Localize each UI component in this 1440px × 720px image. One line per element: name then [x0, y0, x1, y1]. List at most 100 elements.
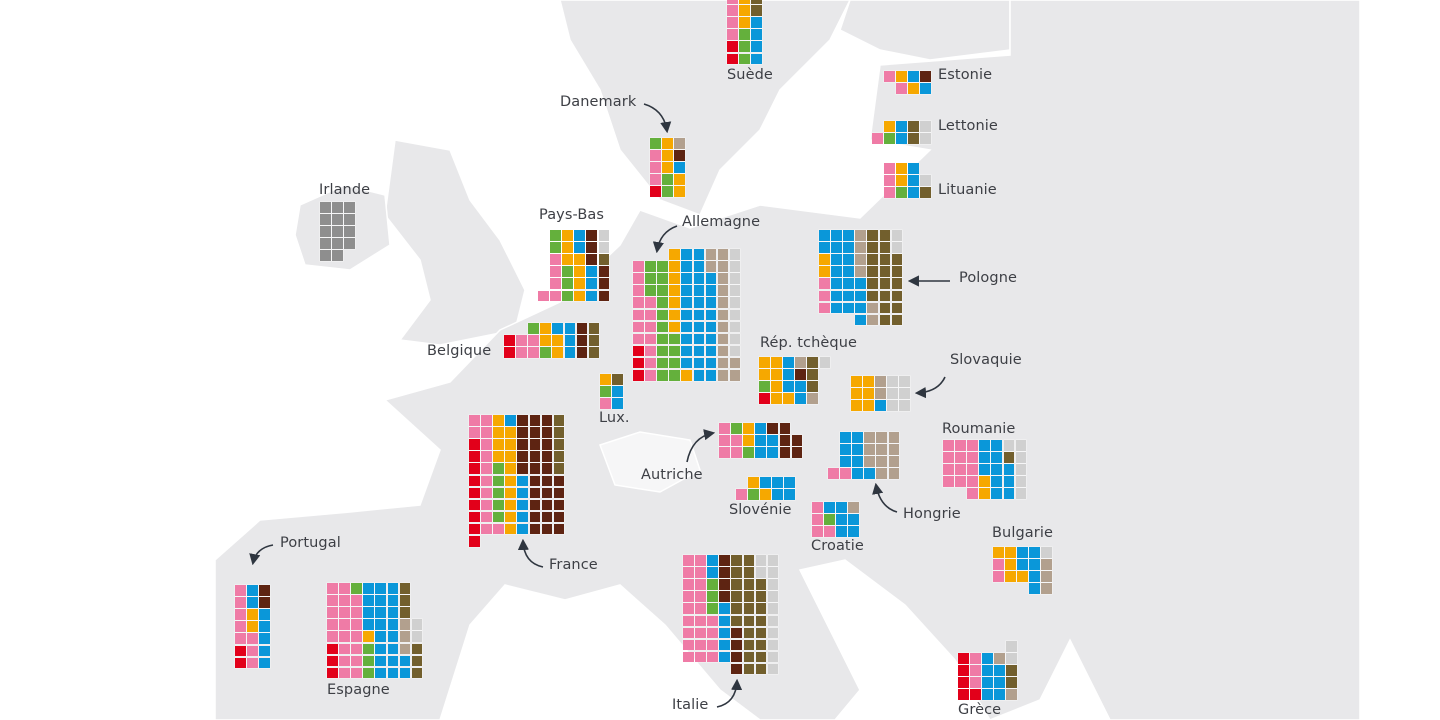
seat-cell — [517, 487, 528, 499]
seat-cell — [819, 266, 830, 277]
seat-cell — [1003, 452, 1014, 463]
seat-cell — [683, 651, 694, 663]
seat-cell — [683, 639, 694, 651]
seat-cell — [831, 254, 842, 265]
seat-cell — [751, 5, 762, 16]
seat-cell — [743, 447, 754, 458]
seat-cell — [681, 261, 692, 272]
seat-cell — [867, 254, 878, 265]
seat-cell — [831, 230, 842, 241]
seat-cell — [344, 226, 355, 237]
seat-cell — [891, 266, 903, 277]
seat-cell — [600, 398, 611, 409]
seat-cell — [339, 607, 350, 618]
seat-cell — [387, 655, 398, 667]
seat-cell — [259, 633, 270, 644]
seat-cell — [1041, 547, 1052, 558]
seat-cell — [784, 477, 795, 488]
seat-cell — [705, 273, 717, 284]
seat-cell — [719, 603, 730, 614]
seat-cell — [864, 456, 875, 467]
land-scandinavia — [559, 0, 851, 216]
seat-cell — [819, 254, 830, 265]
seat-cell — [505, 439, 516, 450]
seat-cell — [235, 621, 246, 632]
seat-cell — [387, 619, 398, 630]
country-label-bulgarie: Bulgarie — [992, 525, 1053, 541]
seat-cell — [586, 242, 597, 253]
seat-cell — [867, 230, 878, 241]
seat-cell — [469, 511, 480, 523]
seat-cell — [662, 138, 673, 149]
seat-cell — [481, 511, 492, 523]
seat-cell — [891, 302, 903, 314]
seat-cell — [970, 677, 981, 688]
seat-cell — [958, 665, 969, 676]
seat-cell — [994, 677, 1005, 688]
seat-cell — [576, 335, 588, 346]
seat-cell — [727, 53, 738, 64]
seat-cell — [650, 174, 661, 185]
seat-cell — [887, 400, 898, 411]
seat-cell — [864, 444, 875, 455]
seat-cell — [751, 29, 762, 40]
seat-cell — [541, 523, 553, 535]
seat-cell — [351, 619, 362, 630]
seat-cell — [633, 261, 644, 272]
seat-cell — [633, 333, 644, 345]
seat-cell — [363, 667, 374, 679]
seat-cell — [743, 615, 754, 626]
seat-cell — [517, 439, 528, 450]
seat-cell — [550, 242, 561, 253]
seat-cell — [887, 376, 898, 387]
seat-cell — [387, 607, 398, 618]
seat-cell — [541, 415, 553, 426]
seat-cell — [683, 567, 694, 578]
seat-cell — [993, 559, 1004, 570]
seat-cell — [772, 489, 783, 500]
seat-cell — [586, 266, 597, 277]
seat-cell — [562, 266, 573, 277]
seat-cell — [719, 579, 730, 590]
seat-cell — [469, 427, 480, 438]
seat-cell — [1015, 440, 1027, 451]
seat-cell — [967, 476, 978, 487]
seat-cell — [739, 17, 750, 28]
seat-cell — [899, 388, 910, 399]
seat-cell — [375, 655, 386, 667]
seat-cell — [729, 285, 741, 296]
seat-cell — [517, 511, 528, 523]
seat-cell — [505, 463, 516, 474]
seat-cell — [884, 133, 895, 144]
seat-cell — [387, 643, 398, 654]
seat-cell — [876, 432, 887, 443]
seat-cell — [731, 591, 742, 602]
seat-cell — [235, 657, 246, 669]
seat-cell — [819, 242, 830, 253]
seat-cell — [908, 175, 919, 186]
seat-cell — [891, 314, 903, 326]
country-label-espagne: Espagne — [327, 682, 390, 698]
seat-cell — [662, 186, 673, 197]
seat-cell — [876, 456, 887, 467]
arrow-danemark — [643, 103, 672, 134]
seat-cell — [693, 285, 704, 296]
seat-cell — [411, 655, 423, 667]
seat-cell — [743, 651, 754, 663]
seat-cell — [339, 643, 350, 654]
seat-cell — [645, 321, 656, 333]
seat-cell — [657, 357, 668, 369]
seat-cell — [612, 398, 623, 409]
seat-cell — [727, 5, 738, 16]
seat-cell — [247, 597, 258, 608]
seat-cell — [896, 187, 907, 198]
seat-cell — [755, 435, 766, 446]
seat-cell — [259, 597, 270, 608]
seat-cell — [550, 290, 561, 301]
seat-cell — [888, 456, 899, 467]
seat-cell — [843, 266, 854, 277]
seat-cell — [759, 381, 770, 392]
seat-cell — [645, 345, 656, 357]
seat-cell — [852, 468, 863, 479]
seat-cell — [529, 427, 540, 438]
